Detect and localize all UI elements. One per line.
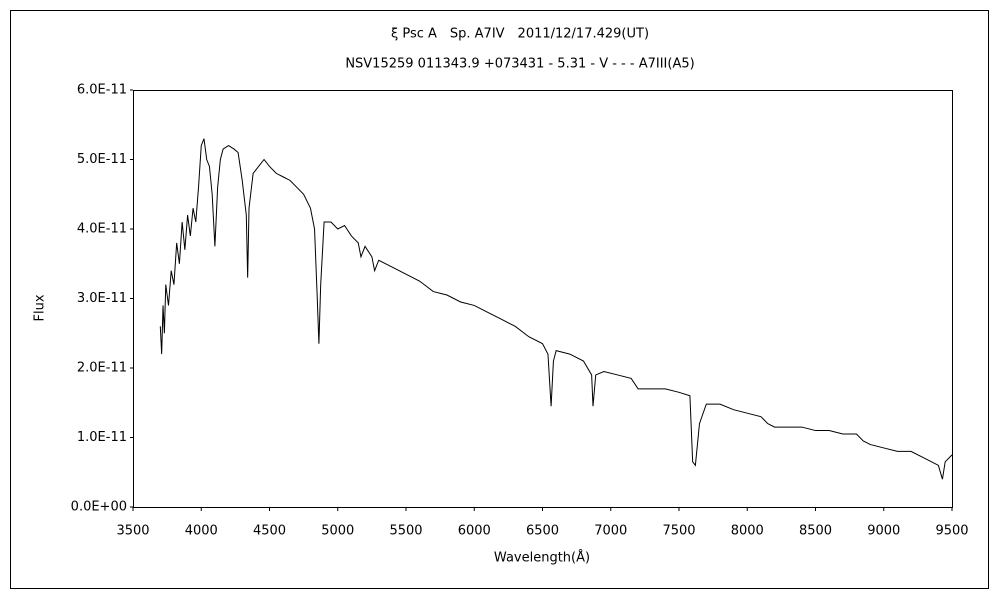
spectrum-line <box>159 138 953 480</box>
x-tick-label: 5500 <box>389 524 422 539</box>
x-tick-label: 8500 <box>799 524 832 539</box>
x-tick-label: 8000 <box>731 524 764 539</box>
y-tick-label: 5.0E-11 <box>77 152 127 167</box>
chart-subtitle: NSV15259 011343.9 +073431 - 5.31 - V - -… <box>345 57 694 72</box>
plot-frame <box>133 90 953 508</box>
y-tick-label: 3.0E-11 <box>77 291 127 306</box>
x-tick-label: 5000 <box>321 524 354 539</box>
chart-frame <box>10 10 989 589</box>
x-tick-label: 7500 <box>662 524 695 539</box>
x-tick-label: 9000 <box>867 524 900 539</box>
x-axis-label: Wavelength(Å) <box>494 550 590 566</box>
y-tick-label: 1.0E-11 <box>77 430 127 445</box>
chart-title: ξ Psc A Sp. A7IV 2011/12/17.429(UT) <box>391 27 649 42</box>
y-tick-label: 2.0E-11 <box>77 361 127 376</box>
x-tick-label: 3500 <box>116 524 149 539</box>
y-tick-label: 4.0E-11 <box>77 222 127 237</box>
y-axis-label: Flux <box>33 294 48 321</box>
x-tick-label: 4000 <box>185 524 218 539</box>
y-tick-label: 6.0E-11 <box>77 83 127 98</box>
x-tick-label: 6000 <box>458 524 491 539</box>
x-tick-label: 6500 <box>526 524 559 539</box>
x-tick-label: 7000 <box>594 524 627 539</box>
x-tick-label: 9500 <box>935 524 968 539</box>
x-tick-label: 4500 <box>253 524 286 539</box>
y-tick-label: 0.0E+00 <box>71 500 127 515</box>
